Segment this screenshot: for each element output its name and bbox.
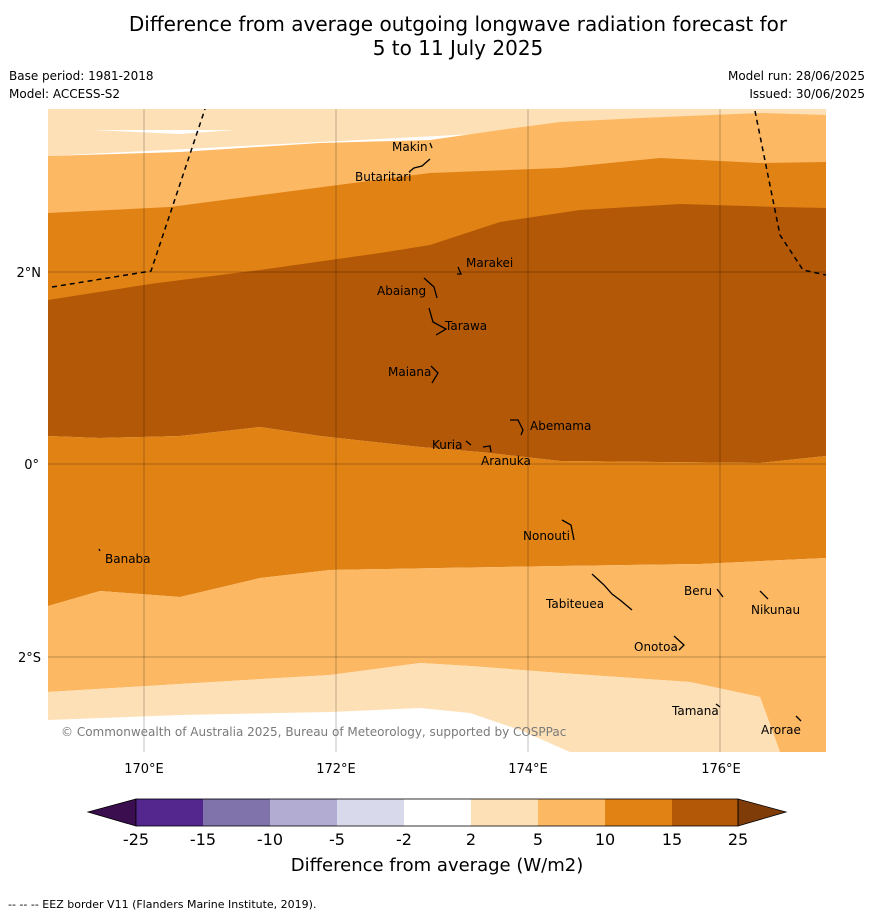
model-run: Model run: 28/06/2025 (727, 69, 865, 83)
meta-left: Base period: 1981-2018 Model: ACCESS-S2 (9, 67, 154, 103)
colorbar-outline (135, 798, 739, 827)
label-kuria: Kuria (432, 438, 463, 452)
colorbar-ticks: -25 -15 -10 -5 -2 2 5 10 15 25 (123, 830, 748, 849)
band-2-to-5-south (48, 663, 780, 752)
island-tabiteuea (591, 573, 633, 611)
island-aranuka (482, 445, 492, 453)
label-tamana: Tamana (671, 704, 719, 718)
island-nikunau (759, 590, 769, 600)
island-makin (429, 142, 433, 149)
copyright-notice: © Commonwealth of Australia 2025, Bureau… (61, 725, 566, 739)
lon-label-172e: 172°E (316, 762, 356, 777)
colorbar-bin-1 (136, 799, 203, 826)
label-tabiteuea: Tabiteuea (545, 597, 604, 611)
colorbar-tick: 2 (466, 830, 476, 849)
model-name: Model: ACCESS-S2 (9, 87, 121, 101)
colorbar-tick: -5 (329, 830, 345, 849)
label-nonouti: Nonouti (523, 529, 570, 543)
colorbar-bin-5 (404, 799, 471, 826)
colorbar-tick: 15 (662, 830, 682, 849)
lat-label-2s: 2°S (18, 651, 41, 666)
band-10-to-15-south (48, 427, 826, 606)
colorbar-bin-4 (337, 799, 404, 826)
label-tarawa: Tarawa (444, 319, 487, 333)
island-butaritari (408, 158, 431, 173)
lat-label-equator: 0° (24, 458, 39, 473)
island-onotoa (673, 635, 685, 651)
label-nikunau: Nikunau (751, 603, 800, 617)
eez-border-west (51, 109, 206, 288)
island-beru (716, 588, 724, 598)
island-abemama (510, 419, 524, 436)
label-abaiang: Abaiang (377, 284, 426, 298)
label-abemama: Abemama (530, 419, 591, 433)
island-nonouti (561, 519, 575, 541)
place-labels: Makin Butaritari Marakei Abaiang Tarawa … (105, 140, 801, 737)
label-banaba: Banaba (105, 552, 151, 566)
colorbar-extend-low (86, 798, 137, 827)
island-outlines (98, 142, 802, 722)
colorbar-bin-6 (471, 799, 538, 826)
graticule (48, 109, 826, 752)
colorbar-tick: 5 (533, 830, 543, 849)
map-area: Makin Butaritari Marakei Abaiang Tarawa … (48, 109, 826, 752)
label-butaritari: Butaritari (355, 170, 412, 184)
eez-border (51, 109, 826, 288)
island-arorae (795, 715, 802, 722)
island-abaiang (423, 277, 438, 299)
colorbar-extend-high (737, 798, 788, 827)
colorbar-bin-9 (672, 799, 738, 826)
eez-border-east (754, 110, 826, 276)
band-5-to-10-south (48, 558, 826, 752)
lat-label-2n: 2°N (17, 266, 42, 281)
lat-axis: 2°N 0° 2°S (17, 266, 42, 666)
title-line-1: Difference from average outgoing longwav… (128, 12, 788, 36)
issued-date: Issued: 30/06/2025 (749, 87, 865, 101)
island-banaba (98, 548, 101, 552)
island-maiana (430, 365, 439, 384)
colorbar: -25 -15 -10 -5 -2 2 5 10 15 25 Differenc… (86, 798, 788, 876)
label-beru: Beru (684, 584, 712, 598)
colorbar-bin-7 (538, 799, 605, 826)
colorbar-bin-2 (203, 799, 270, 826)
eez-footnote: -- -- -- EEZ border V11 (Flanders Marine… (8, 898, 317, 911)
colorbar-tick: 25 (728, 830, 748, 849)
map-title: Difference from average outgoing longwav… (0, 12, 873, 60)
title-line-2: 5 to 11 July 2025 (372, 36, 544, 60)
colorbar-tick: 10 (595, 830, 615, 849)
base-period: Base period: 1981-2018 (9, 69, 154, 83)
label-marakei: Marakei (466, 256, 513, 270)
label-aranuka: Aranuka (481, 454, 531, 468)
label-onotoa: Onotoa (634, 640, 678, 654)
lon-label-176e: 176°E (701, 762, 741, 777)
island-tarawa (428, 307, 448, 336)
colorbar-tick: -25 (123, 830, 149, 849)
meta-right: Model run: 28/06/2025 Issued: 30/06/2025 (728, 67, 865, 103)
lon-label-174e: 174°E (508, 762, 548, 777)
island-kuria (465, 440, 472, 446)
label-maiana: Maiana (388, 365, 431, 379)
colorbar-label: Difference from average (W/m2) (291, 855, 583, 876)
label-makin: Makin (392, 140, 428, 154)
band-15-to-25-core (48, 204, 826, 463)
lon-axis: 170°E 172°E 174°E 176°E (124, 762, 741, 777)
colorbar-bin-8 (605, 799, 672, 826)
lon-label-170e: 170°E (124, 762, 164, 777)
island-marakei (457, 266, 462, 275)
colorbar-tick: -2 (396, 830, 412, 849)
colorbar-tick: -15 (190, 830, 216, 849)
colorbar-bin-3 (270, 799, 337, 826)
label-arorae: Arorae (761, 723, 801, 737)
island-tamana (715, 703, 721, 708)
colorbar-tick: -10 (257, 830, 283, 849)
